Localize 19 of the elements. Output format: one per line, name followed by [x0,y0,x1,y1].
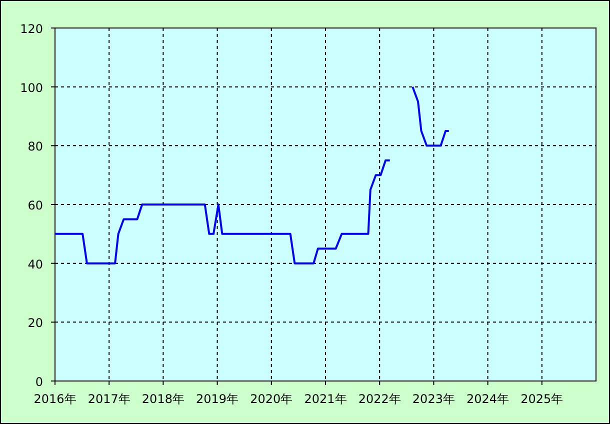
y-tick-label: 40 [28,257,43,272]
x-tick-label: 2020年 [250,392,293,406]
y-tick-label: 60 [28,198,43,212]
x-tick-label: 2025年 [520,392,564,406]
x-tick-label: 2016年 [34,392,76,406]
y-tick-label: 120 [20,22,43,36]
line-series [54,159,391,264]
line-series [412,86,450,147]
y-tick-label: 100 [20,80,43,95]
y-tick-label: 80 [28,140,43,154]
x-tick-label: 2018年 [142,392,184,406]
x-tick-label: 2023年 [412,392,455,406]
x-tick-label: 2019年 [196,392,239,406]
x-tick-label: 2024年 [466,392,510,406]
x-tick-label: 2017年 [88,392,130,406]
y-tick-label: 20 [28,316,43,330]
x-tick-label: 2022年 [358,392,401,406]
x-tick-label: 2021年 [304,392,347,406]
y-tick-label: 0 [35,375,43,389]
